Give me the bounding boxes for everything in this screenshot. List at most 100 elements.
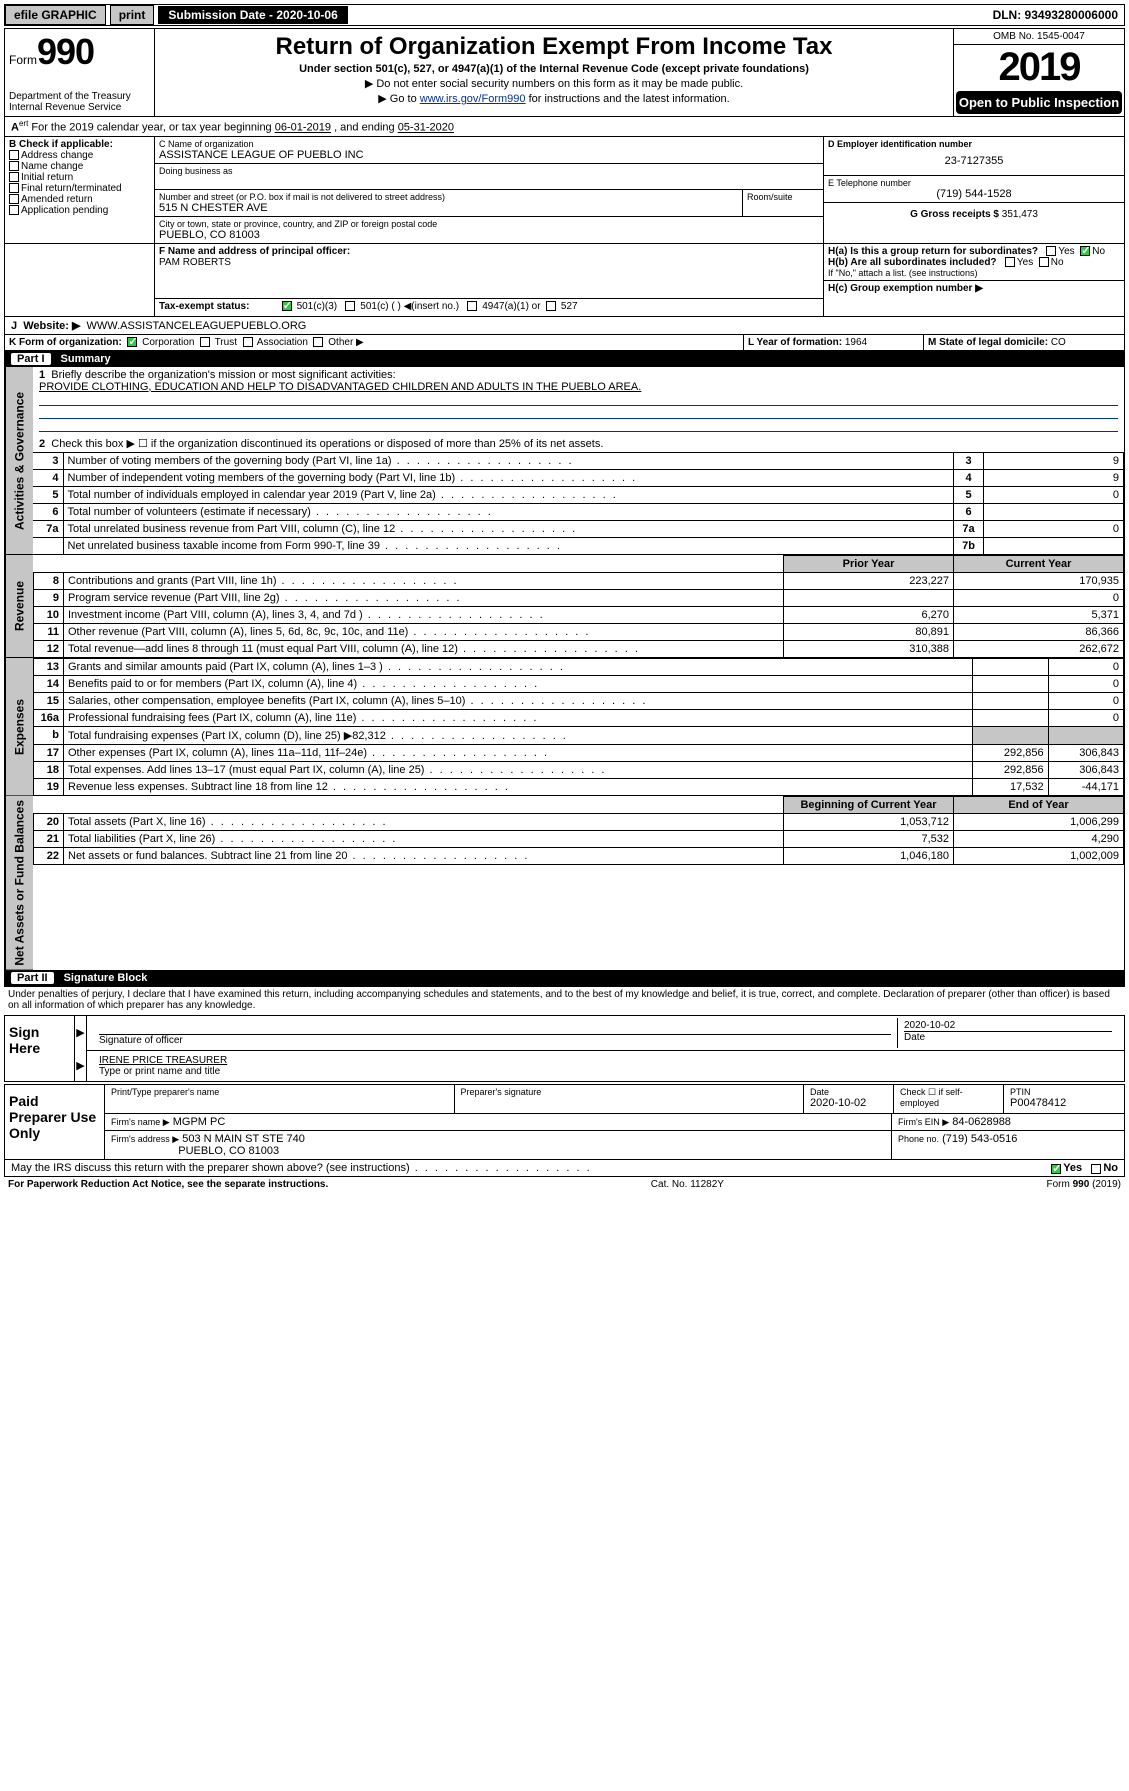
sign-here-block: Sign Here ▶ ▶ Signature of officer 2020-… [4, 1015, 1125, 1082]
b-item-4: Amended return [21, 194, 93, 205]
chk-hb-no[interactable] [1039, 257, 1049, 267]
table-row: 7a Total unrelated business revenue from… [33, 520, 1124, 537]
part1-title: Summary [61, 353, 111, 365]
table-row: 19 Revenue less expenses. Subtract line … [34, 778, 1124, 795]
chk-4947[interactable] [467, 301, 477, 311]
pp-addr: 503 N MAIN ST STE 740 [182, 1133, 305, 1145]
chk-amended[interactable] [9, 194, 19, 204]
table-row: 20 Total assets (Part X, line 16)1,053,7… [34, 813, 1124, 830]
pp-h4: Check ☐ if self-employed [900, 1087, 997, 1108]
omb-number: OMB No. 1545-0047 [954, 29, 1124, 45]
perjury-text: Under penalties of perjury, I declare th… [4, 987, 1125, 1013]
note-goto-pre: ▶ Go to [378, 93, 419, 105]
discuss-row: May the IRS discuss this return with the… [4, 1160, 1125, 1177]
k-opt-1: Trust [215, 337, 237, 348]
table-row: 16a Professional fundraising fees (Part … [34, 709, 1124, 726]
chk-assoc[interactable] [243, 337, 253, 347]
k-opt-0: Corporation [142, 337, 194, 348]
pp-phone-l: Phone no. [898, 1134, 939, 1144]
section-rev: Revenue Prior YearCurrent Year8 Contribu… [5, 555, 1124, 658]
arrow-icon: ▶ [76, 1026, 84, 1039]
section-exp: Expenses 13 Grants and similar amounts p… [5, 658, 1124, 796]
l1-label: Briefly describe the organization's miss… [51, 369, 395, 381]
i-opt-2: 4947(a)(1) or [482, 301, 540, 312]
table-row: 13 Grants and similar amounts paid (Part… [34, 658, 1124, 675]
chk-corp[interactable] [127, 337, 137, 347]
chk-trust[interactable] [200, 337, 210, 347]
table-row: 17 Other expenses (Part IX, column (A), … [34, 744, 1124, 761]
pp-firmname-l: Firm's name ▶ [111, 1117, 170, 1127]
chk-app-pending[interactable] [9, 205, 19, 215]
table-row: 5 Total number of individuals employed i… [33, 486, 1124, 503]
sig-date-val: 2020-10-02 [904, 1020, 1112, 1031]
col-k: K Form of organization: Corporation Trus… [5, 335, 744, 350]
chk-name-change[interactable] [9, 161, 19, 171]
g-val: 351,473 [1002, 209, 1038, 220]
form-subtitle: Under section 501(c), 527, or 4947(a)(1)… [161, 63, 947, 75]
table-row: 6 Total number of volunteers (estimate i… [33, 503, 1124, 520]
chk-527[interactable] [546, 301, 556, 311]
irs-link[interactable]: www.irs.gov/Form990 [420, 93, 526, 105]
pp-firmname: MGPM PC [173, 1116, 226, 1128]
foot-l: For Paperwork Reduction Act Notice, see … [8, 1179, 328, 1190]
chk-501c3[interactable] [282, 301, 292, 311]
row-a: Aert For the 2019 calendar year, or tax … [5, 117, 1124, 137]
chk-501c[interactable] [345, 301, 355, 311]
discuss-no: No [1103, 1162, 1118, 1174]
part1-bar: Part I Summary [5, 351, 1124, 367]
col-b: B Check if applicable: Address change Na… [5, 137, 155, 243]
chk-hb-yes[interactable] [1005, 257, 1015, 267]
side-nab: Net Assets or Fund Balances [5, 796, 33, 971]
chk-discuss-yes[interactable] [1051, 1164, 1061, 1174]
table-rev: Prior YearCurrent Year8 Contributions an… [33, 555, 1124, 658]
b-item-0: Address change [21, 150, 93, 161]
chk-discuss-no[interactable] [1091, 1164, 1101, 1174]
chk-ha-yes[interactable] [1046, 246, 1056, 256]
form-label: Form [9, 53, 37, 67]
l-val: 1964 [845, 337, 867, 348]
i-opt-1: 501(c) ( ) ◀(insert no.) [360, 301, 459, 312]
efile-button[interactable]: efile GRAPHIC [5, 5, 106, 25]
c-street-label: Number and street (or P.O. box if mail i… [159, 192, 738, 202]
form-title: Return of Organization Exempt From Incom… [161, 33, 947, 61]
table-row: 14 Benefits paid to or for members (Part… [34, 675, 1124, 692]
m-val: CO [1051, 337, 1066, 348]
chk-other[interactable] [313, 337, 323, 347]
pp-ein: 84-0628988 [952, 1116, 1011, 1128]
footer: For Paperwork Reduction Act Notice, see … [4, 1177, 1125, 1192]
l1-val: PROVIDE CLOTHING, EDUCATION AND HELP TO … [39, 381, 641, 393]
c-street: 515 N CHESTER AVE [159, 202, 738, 214]
sign-here-label: Sign Here [5, 1016, 75, 1081]
ha-no: No [1092, 246, 1105, 257]
print-button[interactable]: print [110, 5, 155, 25]
k-opt-2: Association [257, 337, 308, 348]
col-c: C Name of organization ASSISTANCE LEAGUE… [155, 137, 824, 243]
f-val: PAM ROBERTS [159, 257, 819, 268]
pp-phone: (719) 543-0516 [942, 1133, 1017, 1145]
chk-initial-return[interactable] [9, 172, 19, 182]
a-begin: 06-01-2019 [275, 122, 331, 134]
table-ag: 3 Number of voting members of the govern… [33, 452, 1124, 555]
d-label: D Employer identification number [828, 139, 1120, 149]
d-val: 23-7127355 [828, 149, 1120, 173]
table-row: 3 Number of voting members of the govern… [33, 452, 1124, 469]
pp-ein-l: Firm's EIN ▶ [898, 1117, 949, 1127]
discuss-yes: Yes [1063, 1162, 1082, 1174]
table-row: 22 Net assets or fund balances. Subtract… [34, 847, 1124, 864]
hb-no: No [1051, 257, 1064, 268]
table-row: 15 Salaries, other compensation, employe… [34, 692, 1124, 709]
chk-ha-no[interactable] [1080, 246, 1090, 256]
pp-h3v: 2020-10-02 [810, 1097, 887, 1109]
chk-final-return[interactable] [9, 183, 19, 193]
ha-label: H(a) Is this a group return for subordin… [828, 246, 1038, 257]
foot-r: Form 990 (2019) [1047, 1179, 1121, 1190]
department: Department of the Treasury Internal Reve… [9, 91, 150, 113]
table-row: Net unrelated business taxable income fr… [33, 537, 1124, 554]
tax-year: 2019 [954, 45, 1124, 89]
c-name: ASSISTANCE LEAGUE OF PUEBLO INC [159, 149, 819, 161]
table-row: 8 Contributions and grants (Part VIII, l… [34, 572, 1124, 589]
hb-yes: Yes [1017, 257, 1033, 268]
side-rev: Revenue [5, 555, 33, 658]
chk-address-change[interactable] [9, 150, 19, 160]
table-nab: Beginning of Current YearEnd of Year20 T… [33, 796, 1124, 865]
